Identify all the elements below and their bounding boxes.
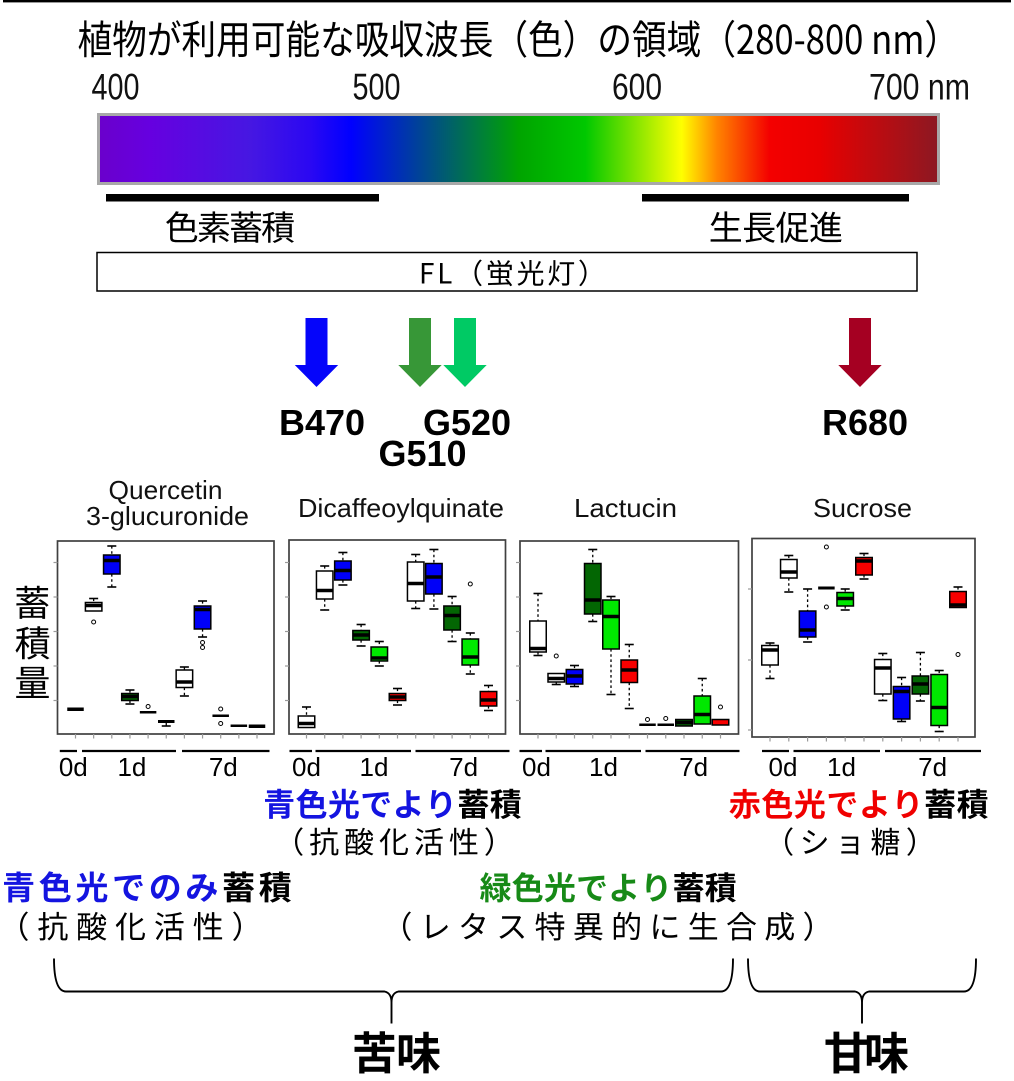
svg-text:1d: 1d [117,752,146,782]
svg-text:400: 400 [92,67,140,108]
svg-text:G510: G510 [378,433,466,474]
svg-text:0d: 0d [769,752,798,782]
svg-text:1d: 1d [589,752,618,782]
svg-text:Quercetin: Quercetin [109,475,223,505]
svg-text:Dicaffeoylquinate: Dicaffeoylquinate [298,493,504,523]
svg-text:R680: R680 [822,402,908,443]
svg-text:3-glucuronide: 3-glucuronide [86,501,249,531]
svg-text:1d: 1d [360,752,389,782]
svg-text:7d: 7d [679,752,708,782]
svg-text:700 nm: 700 nm [869,67,970,108]
svg-text:G520: G520 [423,402,511,443]
svg-text:500: 500 [353,67,401,108]
svg-text:Sucrose: Sucrose [813,493,912,523]
svg-text:7d: 7d [209,752,238,782]
svg-text:0d: 0d [292,752,321,782]
svg-text:0d: 0d [59,752,88,782]
svg-text:600: 600 [612,67,662,108]
svg-text:B470: B470 [279,402,365,443]
svg-text:1d: 1d [827,752,856,782]
svg-text:Lactucin: Lactucin [574,493,677,523]
svg-text:0d: 0d [522,752,551,782]
svg-text:7d: 7d [918,752,947,782]
svg-text:7d: 7d [449,752,478,782]
